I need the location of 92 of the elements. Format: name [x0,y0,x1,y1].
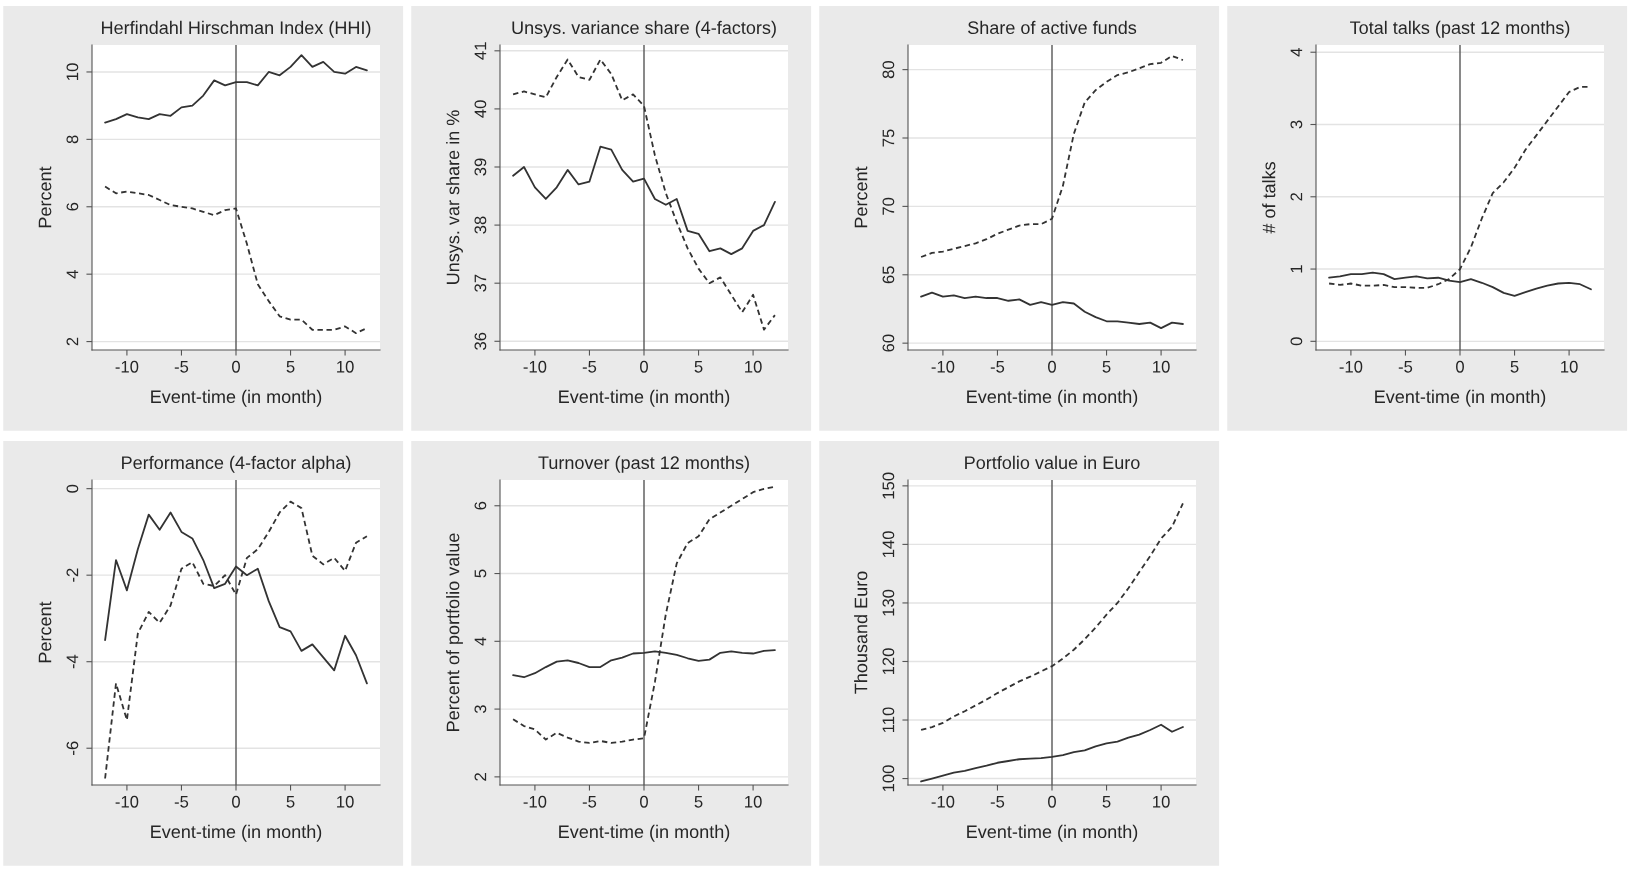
y-tick-label: 8 [66,135,79,144]
x-axis-title: Event-time (in month) [559,824,730,842]
x-tick-label: 5 [286,361,295,373]
x-tick-label: -5 [990,361,1005,373]
x-tick-label: 5 [1102,361,1111,373]
y-tick-label: 6 [474,501,487,510]
x-tick-label: -10 [523,360,547,373]
x-tick-label: 0 [640,795,648,808]
x-axis-title: Event-time (in month) [151,389,322,407]
x-tick-label: 0 [640,360,648,373]
chart-title: Share of active funds [968,20,1137,35]
x-tick-label: 5 [694,796,703,808]
y-tick-label: 36 [474,332,487,350]
y-tick-label: 140 [882,531,895,558]
y-axis-title: Percent [854,166,868,228]
y-tick-label: 2 [1290,192,1303,201]
x-tick-label: 5 [286,796,295,808]
y-axis-title: Percent [38,601,52,663]
x-tick-label: -5 [582,361,597,373]
x-tick-label: -5 [174,796,189,808]
y-tick-label: 37 [474,274,487,292]
x-tick-label: 5 [1102,796,1111,808]
x-tick-label: 0 [232,360,240,373]
chart-title: Total talks (past 12 months) [1350,20,1570,38]
y-tick-label: 70 [882,197,895,215]
y-tick-label: 110 [882,707,895,733]
y-tick-label: -6 [66,741,79,755]
chart-title: Herfindahl Hirschman Index (HHI) [102,20,371,38]
y-axis-title: Percent of portfolio value [446,533,463,731]
y-tick-label: 1 [1290,265,1303,273]
x-tick-label: 0 [1048,795,1056,808]
y-tick-label: 10 [66,63,79,80]
y-tick-label: 5 [474,569,487,578]
y-axis-title: Percent [38,166,52,228]
x-tick-label: 5 [694,361,703,373]
x-tick-label: 0 [232,795,240,808]
x-tick-label: 10 [337,795,354,808]
chart-title: Portfolio value in Euro [965,455,1140,470]
x-tick-label: -10 [1339,360,1363,373]
y-tick-label: 75 [882,129,895,147]
y-tick-label: 120 [882,648,895,675]
x-tick-label: 10 [745,795,762,808]
y-axis-title: Unsys. var share in % [446,110,463,284]
y-tick-label: 65 [882,266,895,284]
y-tick-label: 40 [474,100,487,118]
x-axis-title: Event-time (in month) [967,389,1138,407]
y-tick-label: -2 [66,568,79,582]
x-tick-label: 0 [1456,360,1464,373]
y-tick-label: 0 [66,484,79,493]
x-tick-label: -5 [990,796,1005,808]
y-tick-label: 2 [474,773,487,781]
y-tick-label: 4 [474,637,487,646]
y-tick-label: 0 [1290,337,1303,346]
x-axis-title: Event-time (in month) [1375,389,1546,407]
x-tick-label: -10 [931,360,955,373]
y-tick-label: 38 [474,216,487,234]
y-tick-label: 3 [474,705,487,714]
y-tick-label: 60 [882,334,895,352]
x-tick-label: 10 [745,360,762,373]
y-tick-label: 4 [66,270,79,279]
x-tick-label: 5 [1510,361,1519,373]
chart-title: Turnover (past 12 months) [538,455,749,473]
x-axis-title: Event-time (in month) [967,824,1138,842]
y-tick-label: 39 [474,158,487,176]
x-tick-label: -5 [1398,361,1413,373]
y-tick-label: 4 [1290,48,1303,57]
x-tick-label: -10 [523,795,547,808]
x-tick-label: 0 [1048,360,1056,373]
x-tick-label: -5 [582,796,597,808]
y-tick-label: 80 [882,61,895,79]
y-tick-label: 3 [1290,120,1303,129]
y-tick-label: 150 [882,472,895,499]
y-axis-title: Thousand Euro [854,571,868,694]
y-tick-label: 100 [882,765,895,792]
y-tick-label: 2 [66,337,79,346]
x-tick-label: -10 [115,360,139,373]
x-tick-label: 10 [1153,360,1170,373]
x-tick-label: 10 [1561,360,1578,373]
x-axis-title: Event-time (in month) [559,389,730,407]
x-tick-label: -5 [174,361,189,373]
y-axis-title: # of talks [1262,162,1276,234]
y-tick-label: 6 [66,202,79,211]
x-axis-title: Event-time (in month) [151,824,322,842]
x-tick-label: -10 [115,795,139,808]
y-tick-label: 41 [474,42,487,60]
chart-title: Unsys. variance share (4-factors) [512,20,776,38]
x-tick-label: 10 [337,360,354,373]
y-tick-label: 130 [882,589,895,616]
chart-title: Performance (4-factor alpha) [122,455,351,473]
x-tick-label: 10 [1153,795,1170,808]
y-tick-label: -4 [66,654,79,669]
x-tick-label: -10 [931,795,955,808]
